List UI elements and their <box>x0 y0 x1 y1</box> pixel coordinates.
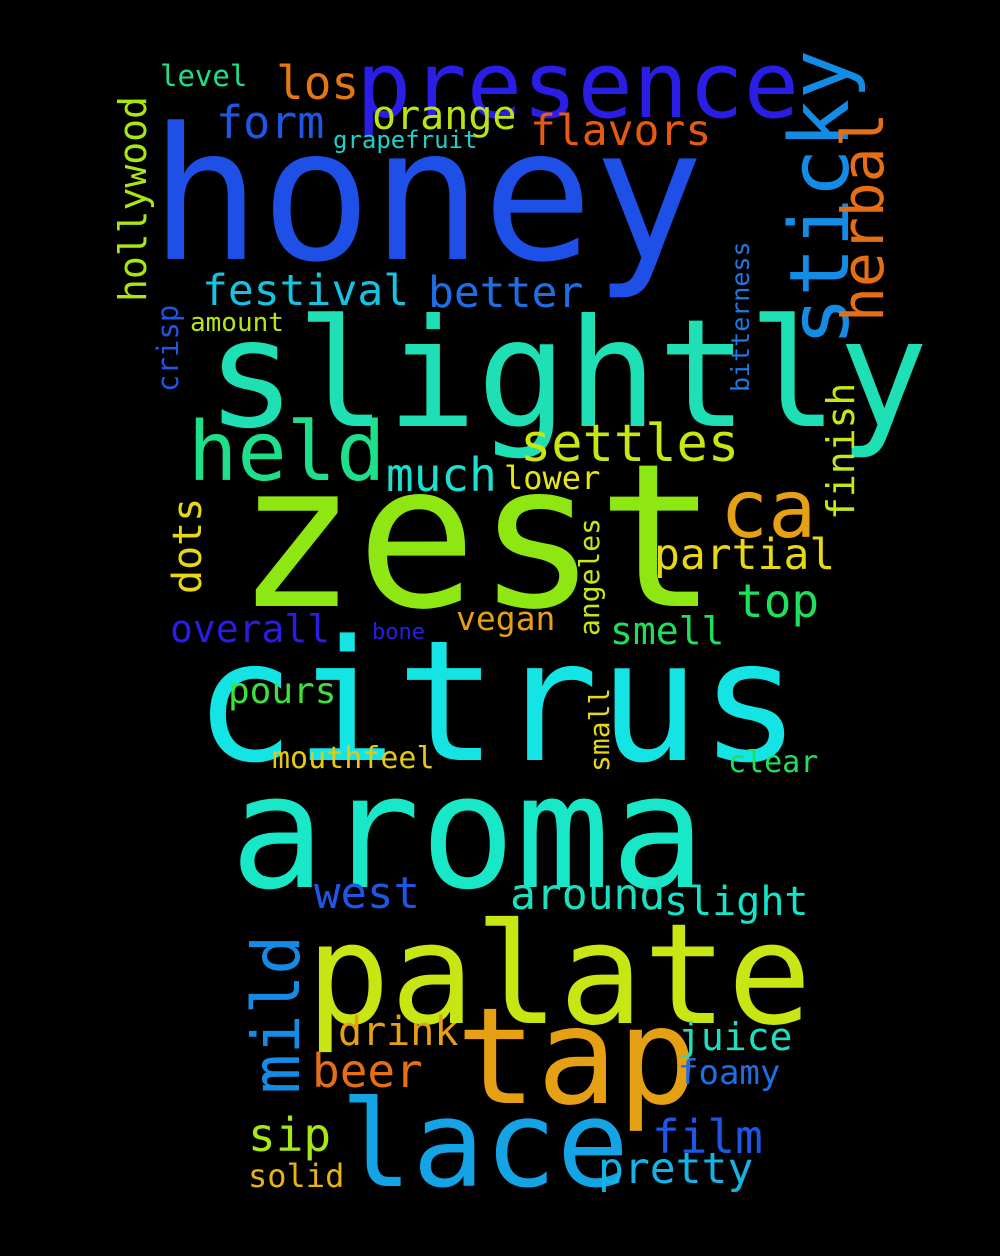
word-bitterness: bitterness <box>726 241 755 392</box>
word-hollywood: hollywood <box>111 96 155 302</box>
word-top: top <box>736 574 820 628</box>
word-drink: drink <box>338 1009 459 1055</box>
word-beer: beer <box>312 1044 423 1098</box>
word-west: west <box>314 868 420 919</box>
word-vegan: vegan <box>456 599 556 638</box>
word-citrus: citrus <box>194 604 801 800</box>
word-settles: settles <box>520 414 740 474</box>
word-partial: partial <box>654 530 836 580</box>
word-zest: zest <box>236 421 718 654</box>
word-better: better <box>428 268 584 318</box>
word-angeles: angeles <box>573 517 606 636</box>
word-slightly: slightly <box>206 288 929 462</box>
word-los: los <box>276 56 360 110</box>
word-foamy: foamy <box>678 1053 781 1093</box>
word-palate: palate <box>306 894 812 1057</box>
word-pours: pours <box>228 671 337 712</box>
word-form: form <box>216 96 325 149</box>
word-flavors: flavors <box>530 106 712 156</box>
word-held: held <box>188 405 386 500</box>
word-grapefruit: grapefruit <box>333 126 478 154</box>
word-herbal: herbal <box>829 112 897 322</box>
word-small: small <box>583 687 616 772</box>
word-tap: tap <box>456 979 699 1135</box>
word-much: much <box>386 448 497 502</box>
word-lace: lace <box>340 1076 629 1215</box>
word-festival: festival <box>202 266 410 316</box>
word-level: level <box>160 59 248 93</box>
word-bone: bone <box>372 620 425 645</box>
word-crisp: crisp <box>151 304 185 392</box>
word-juice: juice <box>678 1015 793 1059</box>
word-film: film <box>652 1110 763 1164</box>
word-lower: lower <box>504 459 601 497</box>
word-around: around <box>510 870 666 920</box>
word-orange: orange <box>372 93 517 139</box>
word-finish: finish <box>819 382 863 520</box>
word-mild: mild <box>238 935 315 1094</box>
word-presence: presence <box>356 32 800 139</box>
word-dots: dots <box>165 497 211 594</box>
word-aroma: aroma <box>230 741 706 925</box>
word-clear: clear <box>728 745 819 780</box>
word-sip: sip <box>248 1108 332 1162</box>
word-honey: honey <box>150 89 704 303</box>
word-overall: overall <box>170 607 331 651</box>
word-smell: smell <box>610 609 725 653</box>
word-pretty: pretty <box>598 1144 754 1194</box>
word-amount: amount <box>190 308 284 338</box>
word-ca: ca <box>720 463 817 556</box>
word-slight: slight <box>664 879 809 925</box>
word-mouthfeel: mouthfeel <box>272 741 435 776</box>
word-solid: solid <box>248 1157 345 1195</box>
